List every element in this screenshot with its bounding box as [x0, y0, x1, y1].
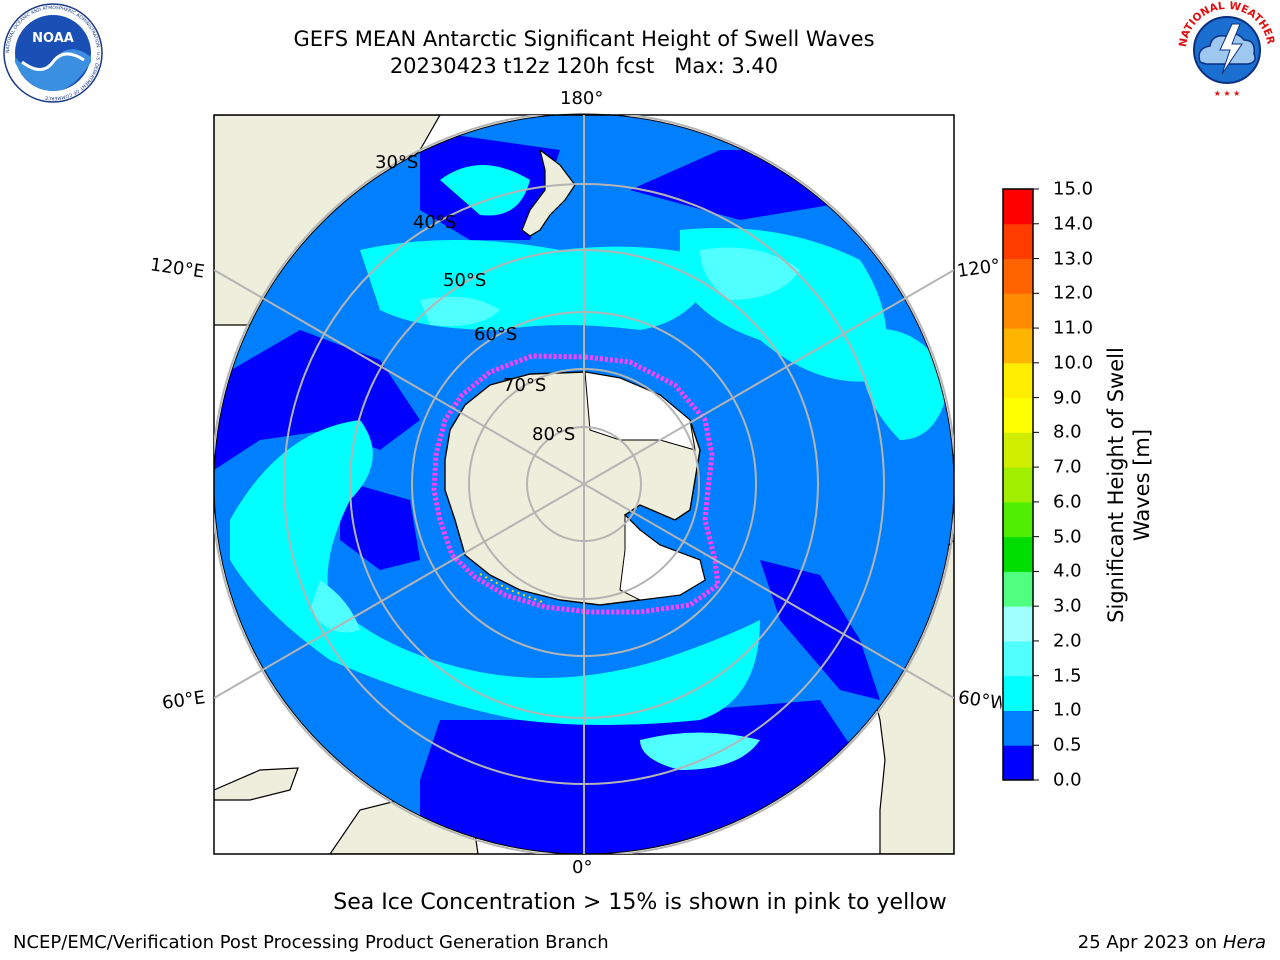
lat-label-80s: 80°S: [532, 424, 576, 445]
colorbar-tick-label: 1.5: [1053, 665, 1082, 687]
colorbar-swatch: [1003, 293, 1033, 329]
lat-label-50s: 50°S: [443, 270, 487, 291]
graticule: [214, 115, 954, 854]
colorbar-swatch: [1003, 258, 1033, 294]
colorbar-tick-label: 10.0: [1053, 352, 1094, 374]
colorbar-frame: [1002, 188, 1034, 781]
colorbar-tick-label: 1.0: [1053, 699, 1082, 721]
colorbar-swatch: [1003, 606, 1033, 642]
footer-date-text: 25 Apr 2023 on: [1077, 932, 1218, 953]
colorbar-tick-label: 3.0: [1053, 595, 1082, 617]
colorbar-swatch: [1003, 467, 1033, 503]
colorbar-swatch: [1003, 362, 1033, 399]
colorbar-tick-label: 0.5: [1053, 734, 1082, 756]
sea-ice-note: Sea Ice Concentration > 15% is shown in …: [333, 890, 947, 915]
title-line-1: GEFS MEAN Antarctic Significant Height o…: [293, 27, 875, 51]
footer-date: 25 Apr 2023 on Hera: [1078, 932, 1266, 953]
footer-host: Hera: [1222, 932, 1266, 953]
colorbar-tick-label: 2.0: [1053, 630, 1082, 652]
lat-label-60s: 60°S: [474, 324, 518, 345]
colorbar-tick-label: 8.0: [1053, 421, 1082, 443]
noaa-logo-text: NOAA: [32, 31, 74, 46]
lon-label-180: 180°: [560, 88, 604, 109]
colorbar-swatch: [1003, 328, 1033, 364]
colorbar-tick-label: 15.0: [1053, 178, 1094, 200]
colorbar-swatch: [1003, 397, 1033, 433]
colorbar-tick-label: 4.0: [1053, 560, 1082, 582]
colorbar-swatch: [1003, 189, 1033, 225]
sea-ice-edge: [431, 353, 721, 615]
title-line-2: 20230423 t12z 120h fcst Max: 3.40: [389, 54, 779, 78]
colorbar-swatch: [1003, 745, 1033, 781]
meridian-60e-120w: [214, 269, 954, 699]
lon-label-0: 0°: [572, 857, 593, 878]
nws-logo: NATIONAL WEATHER SERVICE ★ ★ ★: [1176, 0, 1277, 98]
colorbar-tick-label: 9.0: [1053, 387, 1082, 409]
colorbar-tick-label: 14.0: [1053, 213, 1094, 235]
colorbar-swatch: [1003, 675, 1033, 711]
madagascar-land: [214, 767, 299, 801]
colorbar-swatch: [1003, 432, 1033, 468]
colorbar-swatch: [1003, 710, 1033, 746]
chart-title: GEFS MEAN Antarctic Significant Height o…: [0, 26, 1168, 80]
weddell-ice-shelf: [619, 513, 706, 601]
svg-text:★ ★ ★: ★ ★ ★: [1214, 89, 1241, 98]
colorbar-swatch: [1003, 223, 1033, 260]
lat-label-30s: 30°S: [375, 152, 419, 173]
colorbar-swatch: [1003, 640, 1033, 677]
colorbar-label: Significant Height of Swell Waves [m]: [1104, 347, 1154, 623]
colorbar-tick-label: 5.0: [1053, 526, 1082, 548]
colorbar-tick-label: 11.0: [1053, 317, 1094, 339]
colorbar-swatch: [1003, 501, 1033, 538]
ross-ice-shelf: [584, 371, 696, 451]
colorbar-tick-label: 6.0: [1053, 491, 1082, 513]
footer-credit: NCEP/EMC/Verification Post Processing Pr…: [13, 932, 609, 953]
lat-label-40s: 40°S: [413, 212, 457, 233]
colorbar-swatch: [1003, 571, 1033, 607]
colorbar-tick-label: 7.0: [1053, 456, 1082, 478]
noaa-logo: NOAA NATIONAL OCEANIC AND ATMOSPHERIC AD…: [3, 3, 103, 103]
colorbar-tick-label: 13.0: [1053, 248, 1094, 270]
colorbar-tick-label: 0.0: [1053, 769, 1082, 791]
lat-label-70s: 70°S: [503, 375, 547, 396]
colorbar-swatch: [1003, 536, 1033, 572]
colorbar-tick-label: 12.0: [1053, 282, 1094, 304]
